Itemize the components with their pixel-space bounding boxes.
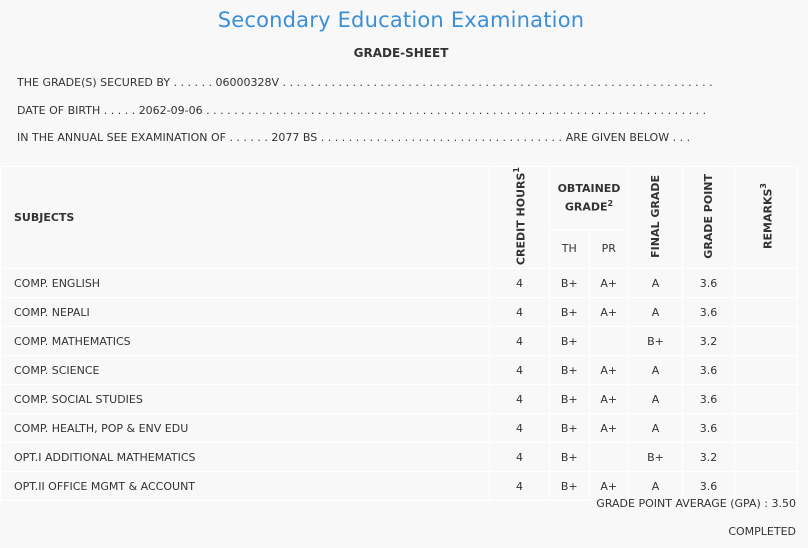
credit-hours-cell: 4 xyxy=(489,297,550,328)
final-grade-cell: B+ xyxy=(628,326,683,357)
theory-grade-cell: B+ xyxy=(549,326,590,357)
grade-point-cell: 3.2 xyxy=(682,442,735,473)
credit-hours-cell: 4 xyxy=(489,384,550,415)
header-final-grade: FINAL GRADE xyxy=(628,165,683,270)
exam-suffix: ARE GIVEN BELOW . . . xyxy=(565,131,691,144)
grade-point-cell: 3.6 xyxy=(682,297,735,328)
dob-label: DATE OF BIRTH . . . . . xyxy=(17,104,136,117)
practical-grade-cell: A+ xyxy=(588,268,629,299)
subject-cell: COMP. ENGLISH xyxy=(0,268,490,299)
subject-cell: COMP. SOCIAL STUDIES xyxy=(0,384,490,415)
practical-grade-cell xyxy=(588,326,629,357)
header-th: TH xyxy=(549,228,590,270)
grade-point-cell: 3.6 xyxy=(682,471,735,502)
page-title: Secondary Education Examination xyxy=(217,8,585,32)
remarks-cell xyxy=(734,268,798,299)
subject-cell: COMP. HEALTH, POP & ENV EDU xyxy=(0,413,490,444)
final-grade-cell: A xyxy=(628,355,683,386)
credit-hours-cell: 4 xyxy=(489,442,550,473)
table-row: COMP. NEPALI 4 B+ A+ A 3.6 xyxy=(0,297,798,328)
remarks-cell xyxy=(734,326,798,357)
dob-line: DATE OF BIRTH . . . . . 2062-09-06 xyxy=(17,104,709,117)
grade-point-cell: 3.6 xyxy=(682,384,735,415)
credit-hours-cell: 4 xyxy=(489,471,550,502)
theory-grade-cell: B+ xyxy=(549,384,590,415)
header-pr: PR xyxy=(588,228,629,270)
final-grade-cell: A xyxy=(628,413,683,444)
remarks-cell xyxy=(734,355,798,386)
practical-grade-cell: A+ xyxy=(588,384,629,415)
final-grade-cell: A xyxy=(628,268,683,299)
final-grade-cell: A xyxy=(628,471,683,502)
table-row: COMP. MATHEMATICS 4 B+ B+ 3.2 xyxy=(0,326,798,357)
symbol-number: 06000328V xyxy=(215,76,280,89)
remarks-cell xyxy=(734,297,798,328)
remarks-cell xyxy=(734,442,798,473)
exam-label: IN THE ANNUAL SEE EXAMINATION OF . . . .… xyxy=(17,131,268,144)
credit-hours-cell: 4 xyxy=(489,355,550,386)
header-grade-point: GRADE POINT xyxy=(682,165,735,270)
result-status: COMPLETED xyxy=(728,525,796,538)
theory-grade-cell: B+ xyxy=(549,355,590,386)
page-subtitle: GRADE-SHEET xyxy=(353,46,449,60)
remarks-cell xyxy=(734,384,798,415)
final-grade-cell: A xyxy=(628,297,683,328)
grade-point-cell: 3.6 xyxy=(682,355,735,386)
practical-grade-cell: A+ xyxy=(588,297,629,328)
table-row: COMP. SCIENCE 4 B+ A+ A 3.6 xyxy=(0,355,798,386)
exam-line: IN THE ANNUAL SEE EXAMINATION OF . . . .… xyxy=(17,131,737,144)
credit-hours-cell: 4 xyxy=(489,413,550,444)
remarks-cell xyxy=(734,413,798,444)
theory-grade-cell: B+ xyxy=(549,268,590,299)
table-row: COMP. HEALTH, POP & ENV EDU 4 B+ A+ A 3.6 xyxy=(0,413,798,444)
table-row: COMP. ENGLISH 4 B+ A+ A 3.6 xyxy=(0,268,798,299)
theory-grade-cell: B+ xyxy=(549,471,590,502)
gpa-text: GRADE POINT AVERAGE (GPA) : 3.50 xyxy=(596,497,796,510)
table-row: COMP. SOCIAL STUDIES 4 B+ A+ A 3.6 xyxy=(0,384,798,415)
subject-cell: COMP. SCIENCE xyxy=(0,355,490,386)
dob-value: 2062-09-06 xyxy=(138,104,203,117)
practical-grade-cell: A+ xyxy=(588,355,629,386)
subject-cell: COMP. MATHEMATICS xyxy=(0,326,490,357)
remarks-cell xyxy=(734,471,798,502)
credit-hours-cell: 4 xyxy=(489,326,550,357)
practical-grade-cell: A+ xyxy=(588,413,629,444)
grade-point-cell: 3.6 xyxy=(682,268,735,299)
theory-grade-cell: B+ xyxy=(549,442,590,473)
grade-point-cell: 3.6 xyxy=(682,413,735,444)
subject-cell: OPT.I ADDITIONAL MATHEMATICS xyxy=(0,442,490,473)
grades-table: SUBJECTS CREDIT HOURS1 OBTAINED GRADE2 F… xyxy=(0,165,798,502)
practical-grade-cell xyxy=(588,442,629,473)
header-remarks: REMARKS3 xyxy=(734,165,798,270)
credit-hours-cell: 4 xyxy=(489,268,550,299)
subject-cell: OPT.II OFFICE MGMT & ACCOUNT xyxy=(0,471,490,502)
table-row: OPT.I ADDITIONAL MATHEMATICS 4 B+ B+ 3.2 xyxy=(0,442,798,473)
header-subjects: SUBJECTS xyxy=(0,165,490,270)
secured-by-line: THE GRADE(S) SECURED BY . . . . . . 0600… xyxy=(17,76,717,89)
practical-grade-cell: A+ xyxy=(588,471,629,502)
final-grade-cell: B+ xyxy=(628,442,683,473)
secured-by-label: THE GRADE(S) SECURED BY . . . . . . xyxy=(17,76,213,89)
theory-grade-cell: B+ xyxy=(549,297,590,328)
subject-cell: COMP. NEPALI xyxy=(0,297,490,328)
table-row: OPT.II OFFICE MGMT & ACCOUNT 4 B+ A+ A 3.6 xyxy=(0,471,798,502)
theory-grade-cell: B+ xyxy=(549,413,590,444)
exam-year: 2077 BS xyxy=(271,131,318,144)
final-grade-cell: A xyxy=(628,384,683,415)
header-credit-hours: CREDIT HOURS1 xyxy=(489,165,550,270)
grade-point-cell: 3.2 xyxy=(682,326,735,357)
header-obtained-grade: OBTAINED GRADE2 xyxy=(549,166,629,230)
